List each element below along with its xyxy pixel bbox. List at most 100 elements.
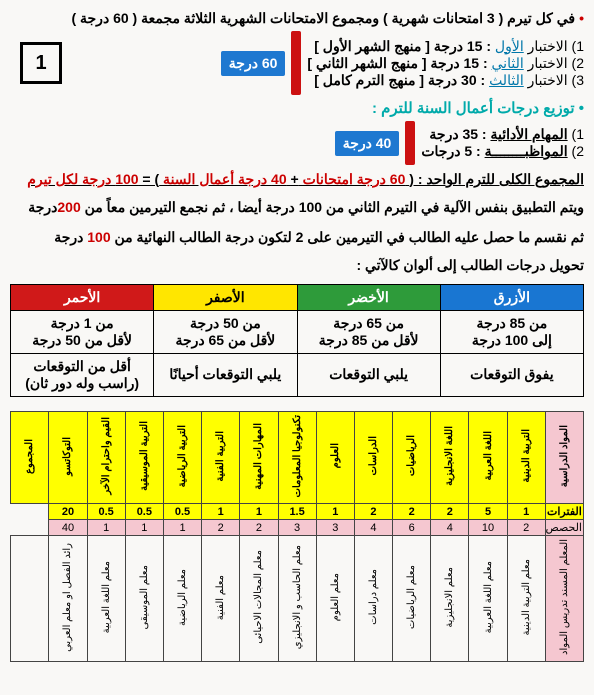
exam-scope: [ منهج الترم كامل ] <box>314 72 424 88</box>
step-number-box: 1 <box>20 42 62 84</box>
teacher-cell: معلم الرياضية <box>163 536 201 662</box>
subject-header: الرياضيات <box>393 411 431 503</box>
grade-header: الأحمر <box>11 284 154 310</box>
subject-header: العلوم <box>316 411 354 503</box>
exam-scope: [ منهج الشهر الثاني ] <box>307 55 426 71</box>
table-row: الحصص210464332211140 <box>11 520 584 536</box>
grade-cell: أقل من التوقعات(راسب وله دور ثان) <box>11 353 154 396</box>
subjects-table: المواد الدراسيةالتربية الدينيةاللغة العر… <box>10 411 584 662</box>
table-row: يفوق التوقعاتيلبي التوقعاتيلبي التوقعات … <box>11 353 584 396</box>
period-cell: 2 <box>431 504 469 520</box>
exam-line-1: 1) الاختبار الأول : 15 درجة [ منهج الشهر… <box>307 38 584 55</box>
table-row: الفترات1522211.5110.50.50.520 <box>11 504 584 520</box>
exam-line-2: 2) الاختبار الثاني : 15 درجة [ منهج الشه… <box>307 55 584 72</box>
teacher-cell: معلم الحاسب و الانجليزي <box>278 536 316 662</box>
grade-header: الأصفر <box>154 284 297 310</box>
exam-line-3: 3) الاختبار الثالث : 30 درجة [ منهج التر… <box>307 72 584 89</box>
bracket-bar <box>291 31 301 95</box>
subject-header: المجموع <box>11 411 49 503</box>
subject-header: اللغة العربية <box>469 411 507 503</box>
subject-header: التوكاتسو <box>49 411 87 503</box>
table-row: الأزرق الأخضر الأصفر الأحمر <box>11 284 584 310</box>
class-cell: 2 <box>240 520 278 536</box>
teacher-cell: معلم المجالات الاحيائى <box>240 536 278 662</box>
period-cell: 1.5 <box>278 504 316 520</box>
exam-scope: [ منهج الشهر الأول ] <box>314 38 430 54</box>
subject-header: التربية الموسيقية <box>125 411 163 503</box>
period-cell: 5 <box>469 504 507 520</box>
period-cell: 0.5 <box>125 504 163 520</box>
table-row: من 85 درجةإلى 100 درجةمن 65 درجةلأقل من … <box>11 310 584 353</box>
paragraph-2: ثم نقسم ما حصل عليه الطالب في التيرمين ع… <box>10 226 584 248</box>
class-cell: 4 <box>354 520 392 536</box>
bullet-icon: • <box>579 10 584 26</box>
year-line-1: 1) المهام الأدائية : 35 درجة <box>421 126 584 143</box>
grade-cell: من 1 درجةلأقل من 50 درجة <box>11 310 154 353</box>
grade-cell: يلبي التوقعات <box>297 353 440 396</box>
class-cell: 1 <box>163 520 201 536</box>
class-cell: 6 <box>393 520 431 536</box>
class-cell: 3 <box>278 520 316 536</box>
teacher-cell <box>11 536 49 662</box>
teacher-cell: معلم التربية الدينية <box>507 536 545 662</box>
exams-block: 1) الاختبار الأول : 15 درجة [ منهج الشهر… <box>10 31 584 95</box>
class-cell: 3 <box>316 520 354 536</box>
total-badge-40: 40 درجة <box>335 131 400 156</box>
period-cell: 1 <box>240 504 278 520</box>
grade-header: الأخضر <box>297 284 440 310</box>
teacher-cell: معلم العلوم <box>316 536 354 662</box>
year-items: 1) المهام الأدائية : 35 درجة 2) المواظبـ… <box>421 126 584 160</box>
subject-header: الدراسات <box>354 411 392 503</box>
teacher-cell: معلم اللغة العربية <box>87 536 125 662</box>
period-cell: 1 <box>202 504 240 520</box>
class-cell: 2 <box>202 520 240 536</box>
teacher-cell: معلم الموسيقى <box>125 536 163 662</box>
class-cell: 1 <box>125 520 163 536</box>
subject-header: التربية الفنية <box>202 411 240 503</box>
table-row: المواد الدراسيةالتربية الدينيةاللغة العر… <box>11 411 584 503</box>
subject-header: المواد الدراسية <box>545 411 583 503</box>
period-cell: 20 <box>49 504 87 520</box>
subject-header: القيم واحترام الآخر <box>87 411 125 503</box>
intro-text: في كل تيرم ( 3 امتحانات شهرية ) ومجموع ا… <box>71 10 575 27</box>
period-cell: 1 <box>507 504 545 520</box>
grade-cell: يفوق التوقعات <box>440 353 583 396</box>
subject-header: التربية الرياضية <box>163 411 201 503</box>
teacher-cell: رائد الفصل او معلم العربي <box>49 536 87 662</box>
subject-header: اللغة الانجليزية <box>431 411 469 503</box>
table-row: المعلم المسند تدريس الموادمعلم التربية ا… <box>11 536 584 662</box>
period-cell: 2 <box>393 504 431 520</box>
grade-cell: من 50 درجةلأقل من 65 درجة <box>154 310 297 353</box>
class-cell: 2 <box>507 520 545 536</box>
total-line: المجموع الكلى للترم الواحد : ( 60 درجة ا… <box>10 171 584 188</box>
exam-items: 1) الاختبار الأول : 15 درجة [ منهج الشهر… <box>307 38 584 89</box>
year-section-title: • توزيع درجات أعمال السنة للترم : <box>10 99 584 117</box>
subject-header: المهارات المهنية <box>240 411 278 503</box>
total-badge-60: 60 درجة <box>221 51 286 76</box>
grade-cell: من 65 درجةلأقل من 85 درجة <box>297 310 440 353</box>
period-cell: 2 <box>354 504 392 520</box>
class-cell: 10 <box>469 520 507 536</box>
bracket-bar <box>405 121 415 165</box>
teacher-cell: معلم الرياضيات <box>393 536 431 662</box>
period-cell: 1 <box>316 504 354 520</box>
class-cell: 40 <box>49 520 87 536</box>
intro-line: • في كل تيرم ( 3 امتحانات شهرية ) ومجموع… <box>10 10 584 27</box>
teacher-cell: معلم الفنية <box>202 536 240 662</box>
grade-cell: يلبي التوقعات أحيانًا <box>154 353 297 396</box>
teacher-cell: معلم دراسات <box>354 536 392 662</box>
grade-header: الأزرق <box>440 284 583 310</box>
period-cell: 0.5 <box>87 504 125 520</box>
class-cell: 1 <box>87 520 125 536</box>
year-line-2: 2) المواظبــــــــة : 5 درجات <box>421 143 584 160</box>
grade-color-table: الأزرق الأخضر الأصفر الأحمر من 85 درجةإل… <box>10 284 584 397</box>
year-block: 1) المهام الأدائية : 35 درجة 2) المواظبـ… <box>10 121 584 165</box>
paragraph-1: ويتم التطبيق بنفس الآلية في التيرم الثان… <box>10 196 584 218</box>
grade-cell: من 85 درجةإلى 100 درجة <box>440 310 583 353</box>
colors-title: تحويل درجات الطالب إلى ألوان كالآتي : <box>10 257 584 274</box>
class-cell: 4 <box>431 520 469 536</box>
teacher-cell: معلم الانجليزية <box>431 536 469 662</box>
subject-header: التربية الدينية <box>507 411 545 503</box>
subject-header: تكنولوجيا المعلومات <box>278 411 316 503</box>
teacher-cell: معلم اللغة العربية <box>469 536 507 662</box>
